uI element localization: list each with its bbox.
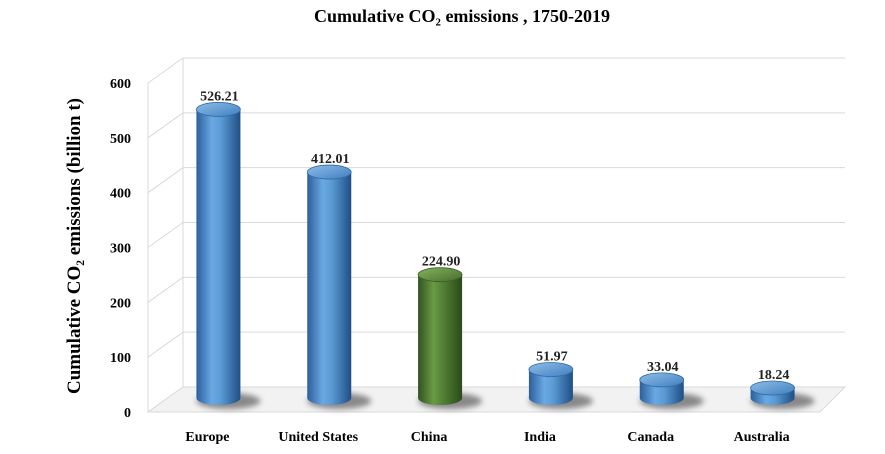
y-tick-label: 500 (110, 132, 131, 147)
data-label: 224.90 (422, 255, 461, 270)
bar-china (417, 267, 463, 406)
bar-top (306, 164, 352, 180)
x-axis-ticks: Europe United States China India Canada Austr… (185, 430, 789, 445)
x-tick-label: Australia (734, 430, 790, 445)
x-tick-label: India (524, 430, 556, 445)
data-labels: 526.21 412.01 224.90 51.97 33.04 18.24 (200, 89, 789, 383)
gridline-side (147, 222, 184, 248)
y-tick-label: 600 (110, 77, 131, 92)
y-tick-label: 300 (110, 242, 131, 257)
bar-body (528, 369, 573, 406)
bar-top (528, 362, 574, 377)
y-tick-label: 100 (110, 351, 131, 366)
x-tick-label: Europe (185, 430, 229, 445)
y-tick-label: 400 (110, 187, 131, 202)
data-label: 412.01 (311, 152, 350, 167)
bar-australia (750, 380, 795, 406)
bar-body (196, 109, 241, 406)
bar-india (528, 362, 574, 406)
gridline-side (147, 331, 184, 358)
bar-top (196, 102, 241, 117)
gridline-side (147, 112, 184, 139)
data-label: 18.24 (758, 368, 790, 383)
x-tick-label: China (411, 430, 448, 445)
gridline-side (147, 167, 184, 194)
bar-united-states (306, 164, 352, 406)
y-axis-label: Cumulative CO₂ emissions (billion t) (64, 98, 85, 394)
bar-body (307, 172, 352, 406)
bar-top (750, 380, 795, 396)
bar-europe (196, 102, 241, 406)
gridline-side (147, 57, 184, 84)
y-axis-ticks: 0 100 200 300 400 500 600 (110, 77, 131, 421)
data-label: 526.21 (200, 89, 239, 104)
bars-group (196, 102, 815, 409)
gridline-side (147, 276, 184, 303)
bar-top (417, 267, 463, 283)
bar-top (639, 372, 685, 388)
y-tick-label: 200 (110, 296, 131, 311)
data-label: 51.97 (536, 350, 568, 365)
data-label: 33.04 (647, 360, 679, 375)
x-tick-label: Canada (627, 430, 674, 445)
gridlines (147, 57, 845, 413)
x-tick-label: United States (278, 430, 358, 445)
bar-canada (639, 372, 685, 406)
y-tick-label: 0 (124, 406, 131, 421)
chart-title: Cumulative CO₂ emissions , 1750-2019 (314, 6, 610, 26)
bar-body (418, 274, 463, 406)
